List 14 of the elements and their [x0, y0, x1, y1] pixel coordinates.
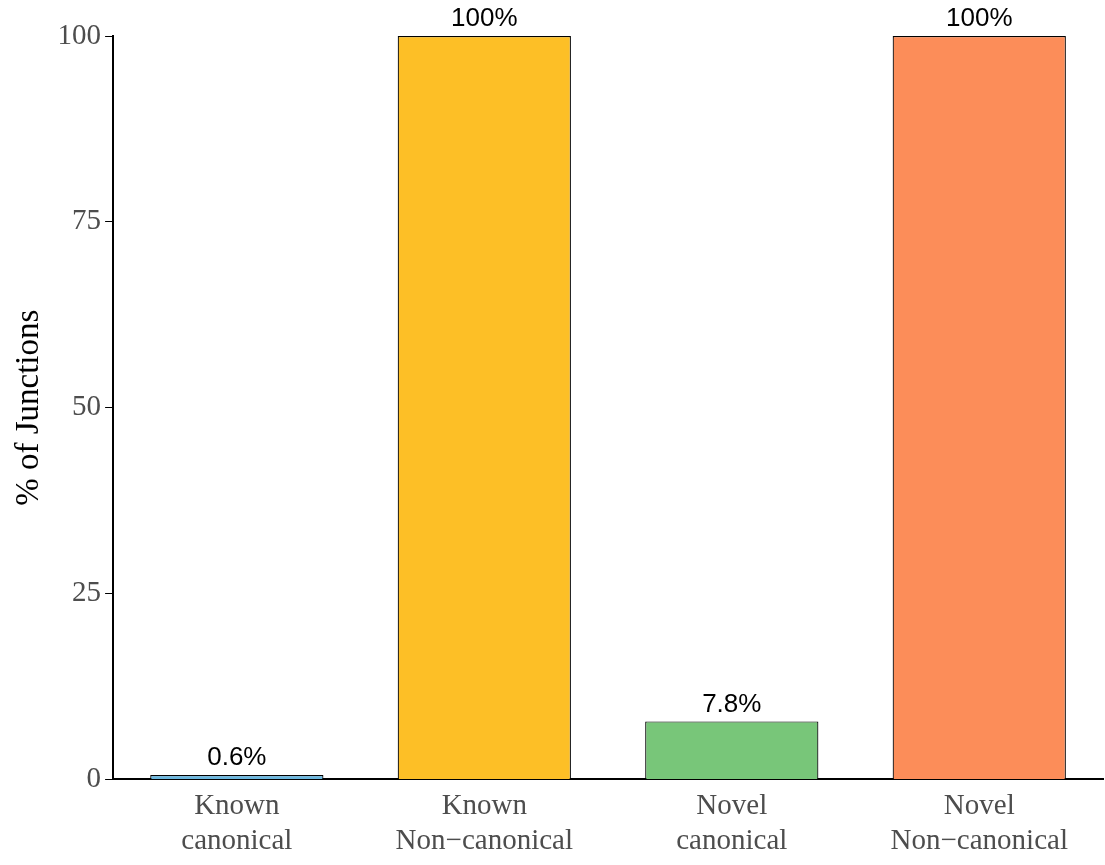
- y-axis-title: % of Junctions: [9, 309, 46, 506]
- data-label: 0.6%: [207, 741, 267, 772]
- y-tick-label: 100: [57, 17, 102, 50]
- data-label: 100%: [451, 2, 518, 33]
- y-tick-label: 75: [72, 203, 102, 236]
- y-tick-label: 25: [72, 575, 102, 608]
- y-tick-label: 50: [72, 389, 102, 422]
- x-tick-label: Known canonical: [181, 788, 293, 856]
- data-label: 100%: [946, 2, 1013, 33]
- y-tick-label: 0: [86, 761, 102, 794]
- x-tick-label: Novel Non−canonical: [890, 788, 1068, 856]
- x-tick-label: Known Non−canonical: [395, 788, 574, 856]
- x-tick-label: Novel canonical: [676, 788, 788, 856]
- data-label: 7.8%: [702, 687, 762, 718]
